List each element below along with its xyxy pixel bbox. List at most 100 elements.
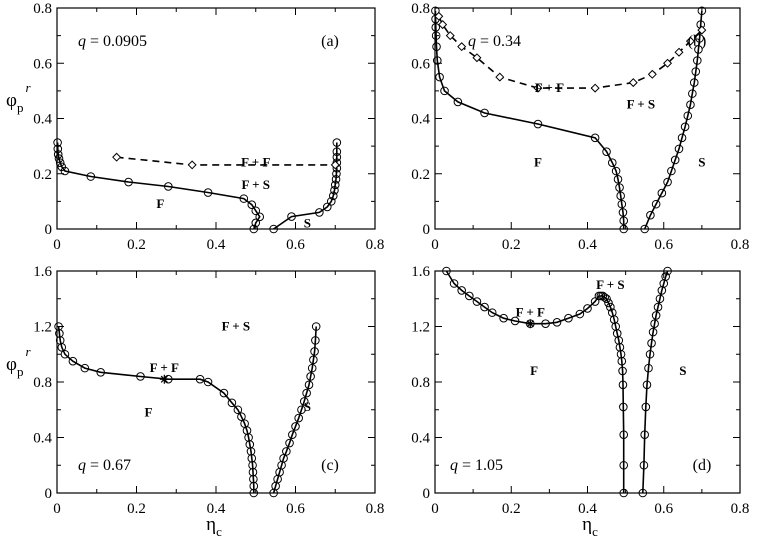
panel-d-series-0-point <box>618 366 627 376</box>
panel-b-series-1-point <box>689 78 699 87</box>
panel-c-series-0-point <box>55 336 65 345</box>
panel-d-xtick-label: 0.8 <box>731 501 750 517</box>
panel-a-series-2-line <box>116 156 336 166</box>
panel-b-xtick-label: 0.6 <box>654 237 673 253</box>
panel-b-series-0-point <box>617 199 627 209</box>
panel-b-series-1-point <box>695 34 704 43</box>
panel-a-region-label: F + S <box>241 177 270 192</box>
panel-a-series-0-point <box>124 177 133 187</box>
panel-a-series-2-point <box>330 160 340 170</box>
panel-b-xtick-label: 0.8 <box>731 237 750 253</box>
panel-a-series-1-point <box>332 169 341 179</box>
panel-c-series-0-point <box>248 467 258 477</box>
panel-a-series-1-point <box>328 191 338 201</box>
panel-b-xtick-label: 0.2 <box>502 237 521 253</box>
panel-c-series-1-point <box>304 380 314 390</box>
panel-d-series-0-point <box>564 313 573 323</box>
panel-b-ytick-label: 0.6 <box>411 56 430 72</box>
panel-b-region-label: F + S <box>627 97 656 112</box>
panel-c-series-0-point <box>96 367 106 377</box>
panel-d-region-label: F <box>530 363 538 378</box>
panel-b-series-0-point <box>602 147 611 156</box>
panel-b-series-1-point <box>694 45 703 54</box>
panel-c-ytick-label: 0 <box>45 486 53 502</box>
panel-d-series-1-point <box>639 460 649 470</box>
panel-c-xtick-label: 0.2 <box>127 501 146 517</box>
panel-c-label: (c) <box>321 457 339 474</box>
y-axis-label-top: φpr <box>6 80 31 115</box>
panel-d-ytick-label: 1.6 <box>411 264 430 280</box>
panel-a-xtick-label: 0.8 <box>366 237 385 253</box>
panel-d-series-1-point <box>651 311 661 320</box>
panel-b-ytick-label: 0.8 <box>411 1 430 17</box>
panel-a-series-1-point <box>330 186 339 195</box>
panel-a-series-1-point <box>326 197 336 206</box>
panel-d-xtick-label: 0.4 <box>578 501 597 517</box>
panel-d-series-0-point <box>472 297 482 306</box>
panel-c-ytick-label: 0.4 <box>33 431 52 447</box>
panel-d-series-0-point <box>618 380 628 390</box>
panel-b-series-2-point <box>628 78 638 88</box>
panel-b-series-0-point <box>453 97 463 107</box>
panel-d-series-1-point <box>644 363 653 373</box>
panel-b-series-1-point <box>677 133 687 143</box>
panel-a-series-1-point <box>332 147 342 156</box>
panel-c-series-1-point <box>311 322 321 331</box>
panel-d-series-1-point <box>648 327 658 337</box>
panel-b-ytick-label: 0.2 <box>411 167 430 183</box>
panel-d-series-1-point <box>642 380 652 390</box>
panel-b-series-0-point <box>611 166 621 176</box>
panel-d-ytick-label: 0.8 <box>411 375 430 391</box>
panel-d-series-1-point <box>661 272 670 281</box>
panel-b-series-0-point <box>619 216 629 226</box>
panel-c-series-0-point <box>245 440 255 449</box>
panel-b-series-1-point <box>683 111 693 121</box>
panel-d-q-label: q = 1.05 <box>450 457 503 474</box>
panel-b-series-2-point <box>495 72 505 82</box>
panel-c-series-1-point <box>288 430 297 440</box>
panel-d-label: (d) <box>693 457 712 474</box>
panel-d-series-1-point <box>645 349 655 359</box>
x-axis-label-right: ηc <box>582 514 598 539</box>
panel-a-series-0-point <box>53 138 62 147</box>
panel-d-series-0-point <box>615 343 625 352</box>
panel-b-series-0-point <box>435 72 444 82</box>
panel-d-series-0-point <box>619 402 628 412</box>
panel-d-series-0-point <box>465 291 474 301</box>
panel-b-xtick-label: 0 <box>431 237 439 253</box>
panel-c-series-1-line <box>272 326 317 494</box>
panel-d-series-1-point <box>638 488 648 498</box>
panel-c-series-1-point <box>297 405 306 415</box>
panel-a-ytick-label: 0.2 <box>33 167 52 183</box>
panel-b-q-label: q = 0.34 <box>468 33 521 50</box>
panel-c-series-0-point <box>248 460 257 470</box>
panel-b-series-1-point <box>646 210 655 220</box>
panel-c-series-0-point <box>195 374 205 384</box>
panel-b-series-0-point <box>432 56 442 65</box>
panel-a-series-0-point <box>251 218 261 228</box>
panel-a-series-0-point <box>164 182 173 191</box>
panel-d-series-0-point <box>619 460 629 470</box>
panel-b-series-1-line <box>643 10 703 230</box>
panel-b-ytick-label: 0.4 <box>411 112 430 128</box>
panel-c-series-1-point <box>306 372 315 381</box>
panel-a-series-1-point <box>332 152 342 162</box>
panel-b-series-1-point <box>657 188 667 198</box>
panel-d-ytick-label: 0.4 <box>411 431 430 447</box>
panel-a-series-1-point <box>315 208 324 217</box>
panel-d-series-0-point <box>575 309 585 319</box>
panel-d-series-1-point <box>653 302 663 312</box>
panel-b-series-0-point <box>533 119 543 129</box>
panel-a-region-label: S <box>304 215 311 230</box>
y-axis-label-bottom: φpr <box>6 344 31 379</box>
panel-b-series-2-line <box>438 15 703 89</box>
panel-a-series-0-point <box>239 194 249 203</box>
panel-a-series-1-point <box>323 202 332 212</box>
panel-c-series-1-point <box>310 347 319 356</box>
panel-c-series-0-point <box>203 377 213 387</box>
panel-d-series-0-point <box>616 349 626 359</box>
panel-b-series-1-point <box>640 224 649 234</box>
panel-b-series-0-point <box>613 174 623 184</box>
panel-a-region-label: F <box>156 196 164 211</box>
panel-b-series-2-point <box>697 25 707 35</box>
